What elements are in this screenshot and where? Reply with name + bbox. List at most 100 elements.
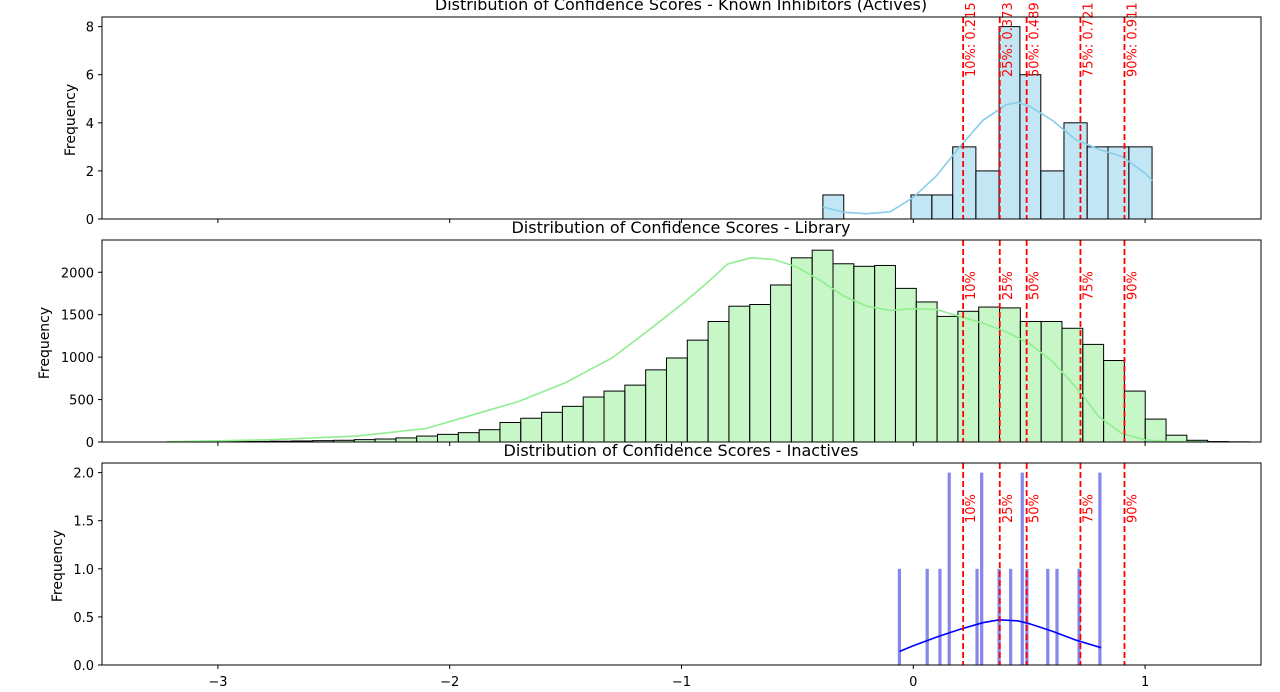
histogram-bar bbox=[931, 194, 954, 220]
histogram-bar bbox=[1019, 320, 1042, 443]
y-tick-label: 8 bbox=[86, 21, 94, 36]
y-tick-label: 1.5 bbox=[73, 515, 94, 530]
x-tick-label: −1 bbox=[672, 675, 691, 690]
histogram-bar bbox=[770, 284, 792, 443]
percentile-label: 75% bbox=[1081, 271, 1096, 300]
histogram-bar bbox=[999, 307, 1021, 443]
histogram-bar bbox=[980, 472, 984, 665]
histogram-bar bbox=[897, 568, 902, 665]
histogram-bar bbox=[790, 257, 813, 443]
histogram-bar bbox=[1046, 568, 1050, 665]
x-tick-label: −3 bbox=[208, 675, 227, 690]
histogram-bar bbox=[925, 568, 929, 665]
y-tick-label: 2 bbox=[86, 165, 94, 180]
percentile-label: 10%: 0.215 bbox=[964, 2, 979, 77]
histogram-bar bbox=[1144, 418, 1167, 443]
histogram-bar bbox=[910, 194, 933, 220]
histogram-bar bbox=[1019, 74, 1042, 220]
histogram-bar bbox=[1040, 320, 1063, 443]
percentile-label: 90% bbox=[1125, 494, 1140, 523]
y-axis-label: Frequency bbox=[50, 530, 66, 602]
kde-line bbox=[822, 101, 1153, 215]
histogram-bar bbox=[1020, 472, 1024, 665]
y-tick-label: 0 bbox=[86, 436, 94, 451]
y-tick-label: 2.0 bbox=[73, 467, 94, 482]
histogram-bar bbox=[1086, 146, 1109, 220]
histogram-bar bbox=[1107, 146, 1130, 220]
panel-inactives: Distribution of Confidence Scores - Inac… bbox=[50, 441, 1262, 690]
histogram-bar bbox=[936, 315, 959, 443]
histogram-bar bbox=[1009, 568, 1013, 665]
panel-actives: Distribution of Confidence Scores - Know… bbox=[63, 0, 1262, 228]
histogram-bar bbox=[1063, 122, 1088, 220]
histogram-bar bbox=[853, 265, 876, 443]
y-tick-label: 2000 bbox=[61, 266, 94, 281]
histogram-bar bbox=[894, 287, 917, 443]
panel-library: Distribution of Confidence Scores - Libr… bbox=[37, 218, 1262, 451]
y-tick-label: 0 bbox=[86, 213, 94, 228]
histogram-bar bbox=[1128, 146, 1153, 220]
histogram-bar bbox=[749, 304, 772, 443]
histogram-bar bbox=[603, 390, 626, 443]
histogram-bar bbox=[395, 437, 418, 443]
percentile-label: 75% bbox=[1081, 494, 1096, 523]
histogram-bar bbox=[728, 305, 751, 443]
percentile-label: 90% bbox=[1125, 271, 1140, 300]
y-tick-label: 0.5 bbox=[73, 611, 94, 626]
histogram-bar bbox=[707, 320, 730, 443]
percentile-label: 90%: 0.911 bbox=[1125, 2, 1140, 77]
percentile-label: 10% bbox=[964, 271, 979, 300]
histogram-bar bbox=[457, 432, 480, 443]
histogram-bar bbox=[1040, 170, 1065, 220]
y-tick-label: 1500 bbox=[61, 309, 94, 324]
x-tick-label: 0 bbox=[909, 675, 917, 690]
y-axis-label: Frequency bbox=[63, 84, 79, 156]
x-tick-label: 1 bbox=[1141, 675, 1149, 690]
y-tick-label: 1000 bbox=[61, 351, 94, 366]
histogram-bar bbox=[416, 435, 439, 443]
panel-title: Distribution of Confidence Scores - Know… bbox=[435, 0, 927, 14]
histogram-bar bbox=[499, 421, 522, 443]
x-tick-label: −2 bbox=[440, 675, 459, 690]
histogram-bar bbox=[437, 433, 459, 443]
percentile-label: 25% bbox=[1001, 494, 1016, 523]
histogram-bar bbox=[975, 568, 979, 665]
histogram-bar bbox=[541, 411, 563, 443]
plot-area: 10% 25% 50% 75% 90% bbox=[166, 240, 1250, 443]
histogram-bar bbox=[938, 568, 942, 665]
histogram-bar bbox=[686, 339, 709, 443]
histogram-bar bbox=[520, 417, 543, 443]
histogram-bar bbox=[1082, 343, 1105, 443]
plot-area: 10% 25% 50% 75% 90% bbox=[897, 463, 1140, 665]
histogram-bar bbox=[947, 472, 951, 665]
y-tick-label: 6 bbox=[86, 69, 94, 84]
histogram-bar bbox=[665, 357, 688, 443]
histogram-bar bbox=[957, 310, 980, 443]
histogram-bar bbox=[811, 249, 834, 443]
histogram-bar bbox=[582, 396, 605, 443]
histogram-bar bbox=[645, 369, 667, 443]
histogram-bar bbox=[975, 170, 1000, 220]
percentile-label: 50%: 0.489 bbox=[1028, 2, 1043, 77]
plot-area: 10%: 0.215 25%: 0.373 50%: 0.489 75%: 0.721… bbox=[822, 2, 1153, 220]
histogram-bar bbox=[1077, 568, 1081, 665]
percentile-label: 25% bbox=[1001, 271, 1016, 300]
histogram-bar bbox=[952, 146, 977, 220]
y-tick-label: 500 bbox=[69, 394, 94, 409]
histogram-bar bbox=[1098, 472, 1102, 665]
histogram-bar bbox=[1103, 360, 1125, 443]
histogram-bar bbox=[1055, 568, 1059, 665]
y-tick-label: 4 bbox=[86, 117, 94, 132]
axes-frame bbox=[101, 462, 1262, 666]
percentile-label: 25%: 0.373 bbox=[1001, 2, 1016, 77]
y-tick-label: 0.0 bbox=[73, 659, 94, 674]
y-axis-label: Frequency bbox=[37, 307, 53, 379]
percentile-label: 75%: 0.721 bbox=[1081, 2, 1096, 77]
histogram-bar bbox=[874, 264, 896, 443]
histogram-bar bbox=[978, 306, 1001, 443]
histogram-bar bbox=[915, 301, 938, 443]
y-tick-label: 1.0 bbox=[73, 563, 94, 578]
percentile-label: 50% bbox=[1028, 271, 1043, 300]
histogram-bar bbox=[478, 429, 501, 443]
